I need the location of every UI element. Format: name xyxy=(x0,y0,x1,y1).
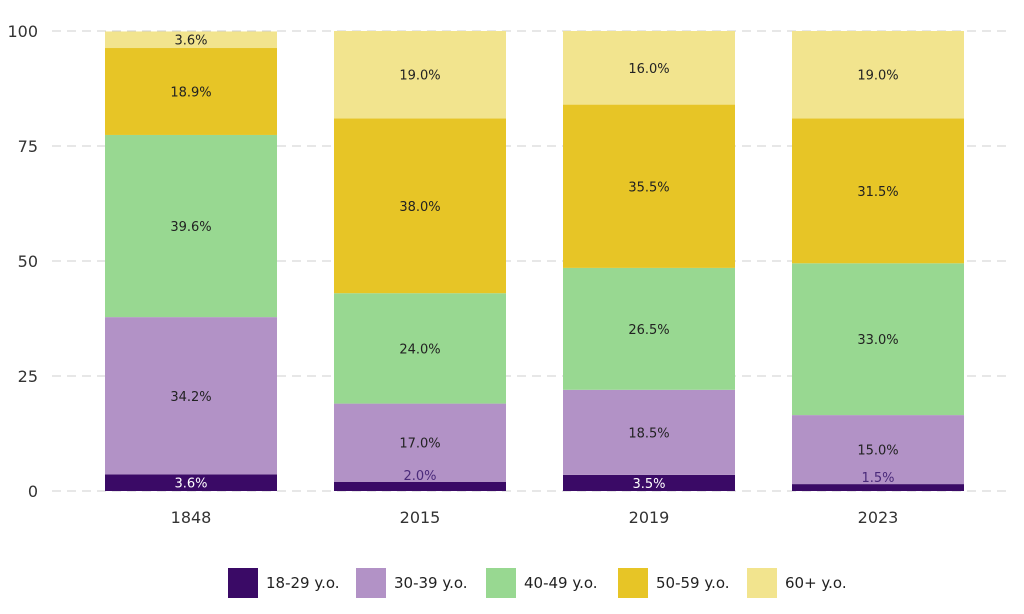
legend-swatch xyxy=(618,568,648,598)
x-tick-label: 2015 xyxy=(400,508,441,527)
segment-label: 15.0% xyxy=(857,444,898,459)
segment-labels-layer: 3.6% 34.2% 39.6% 18.9% 3.6% 2.0% 17.0% 24.0% 38.… xyxy=(170,34,898,492)
bar-segment xyxy=(563,267,735,390)
bar-segment xyxy=(792,484,964,491)
segment-label: 19.0% xyxy=(857,69,898,84)
bar-segment xyxy=(105,474,277,491)
segment-label: 18.9% xyxy=(170,85,211,100)
x-tick-label: 2023 xyxy=(858,508,899,527)
legend-swatch xyxy=(486,568,516,598)
bar-segment xyxy=(563,31,735,105)
bar-segment xyxy=(334,31,506,119)
segment-label: 3.6% xyxy=(174,477,207,492)
legend-label: 50-59 y.o. xyxy=(656,574,730,592)
y-tick-label: 75 xyxy=(18,137,38,156)
axis-layer: 0 25 50 75 100 1848 2015 2019 2023 xyxy=(7,22,898,527)
segment-label: 33.0% xyxy=(857,333,898,348)
bar-segment xyxy=(334,293,506,404)
bar-segment xyxy=(105,134,277,318)
segment-label: 3.6% xyxy=(174,34,207,49)
y-tick-label: 25 xyxy=(18,367,38,386)
segment-label: 17.0% xyxy=(399,437,440,452)
segment-label: 39.6% xyxy=(170,220,211,235)
segment-label: 24.0% xyxy=(399,342,440,357)
bar-segment xyxy=(105,31,277,49)
segment-label: 3.5% xyxy=(632,477,665,492)
bar-segment xyxy=(563,389,735,475)
bar-segment xyxy=(105,317,277,475)
bar-segment xyxy=(792,31,964,119)
legend: 18-29 y.o. 30-39 y.o. 40-49 y.o. 50-59 y.o.… xyxy=(228,568,847,598)
bar-segment xyxy=(334,118,506,294)
bar-segment xyxy=(563,474,735,491)
segment-label: 31.5% xyxy=(857,185,898,200)
bar-segment xyxy=(334,481,506,491)
segment-label: 18.5% xyxy=(628,426,669,441)
segment-label: 26.5% xyxy=(628,323,669,338)
legend-swatch xyxy=(228,568,258,598)
legend-label: 18-29 y.o. xyxy=(266,574,340,592)
segment-label: 1.5% xyxy=(861,471,894,486)
segment-label: 2.0% xyxy=(403,469,436,484)
x-tick-label: 2019 xyxy=(629,508,670,527)
legend-swatch xyxy=(356,568,386,598)
bar-segment xyxy=(105,48,277,135)
bar-segment xyxy=(792,263,964,416)
segment-label: 34.2% xyxy=(170,390,211,405)
bar-segment xyxy=(563,104,735,268)
bar-segment xyxy=(792,415,964,485)
y-tick-label: 0 xyxy=(28,482,38,501)
bar-segment xyxy=(334,403,506,482)
segment-label: 19.0% xyxy=(399,69,440,84)
y-tick-label: 100 xyxy=(7,22,38,41)
y-tick-label: 50 xyxy=(18,252,38,271)
segment-label: 16.0% xyxy=(628,62,669,77)
segment-label: 38.0% xyxy=(399,200,440,215)
bar-segment xyxy=(792,118,964,264)
segment-label: 35.5% xyxy=(628,180,669,195)
x-tick-label: 1848 xyxy=(171,508,212,527)
legend-swatch xyxy=(747,568,777,598)
legend-label: 60+ y.o. xyxy=(785,574,847,592)
bars-layer xyxy=(105,31,964,491)
legend-label: 40-49 y.o. xyxy=(524,574,598,592)
legend-label: 30-39 y.o. xyxy=(394,574,468,592)
